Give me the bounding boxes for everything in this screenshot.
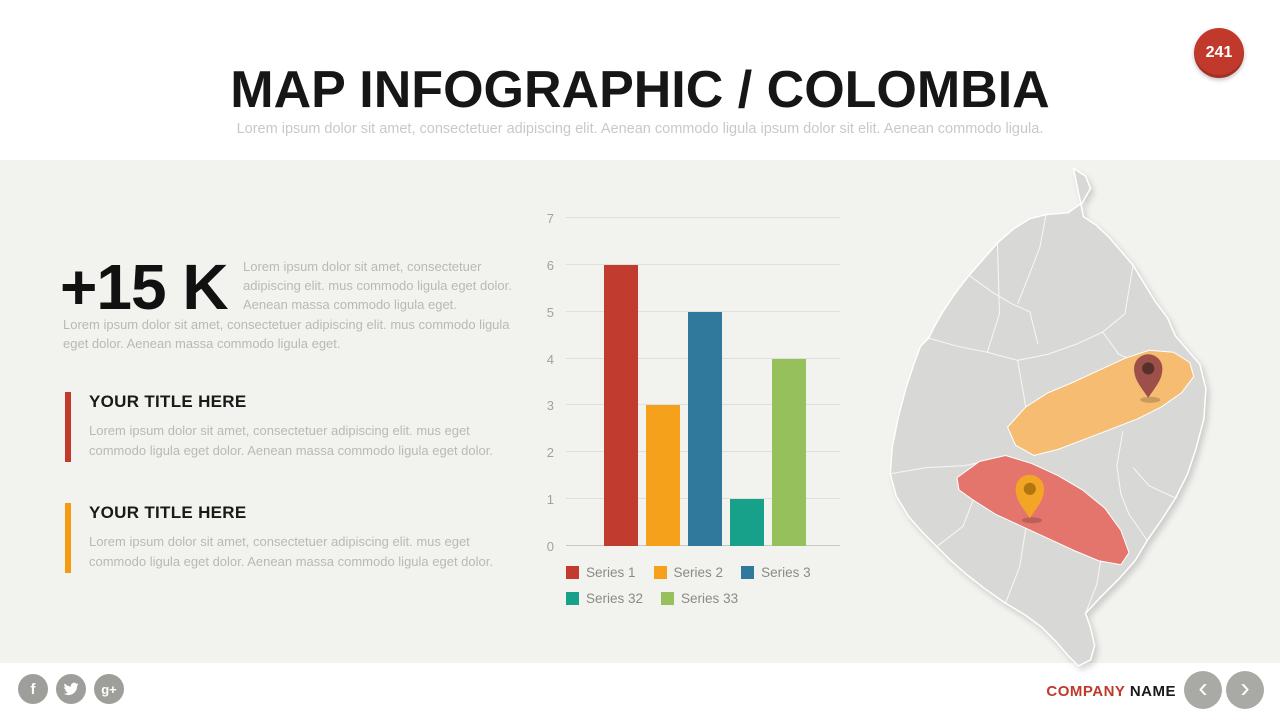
map-pin-south-body: [1015, 474, 1044, 519]
section-1-accent-bar: [65, 392, 71, 462]
y-tick-label: 3: [546, 398, 554, 414]
y-tick-label: 1: [546, 492, 554, 508]
social-links: f g+: [18, 674, 124, 704]
legend-swatch: [653, 566, 667, 579]
twitter-icon: [63, 682, 79, 696]
big-number-side-text: Lorem ipsum dolor sit amet, consectetuer…: [243, 259, 512, 312]
section-2-text: Lorem ipsum dolor sit amet, consectetuer…: [89, 534, 493, 569]
gridline: [566, 217, 840, 218]
big-number-below-text: Lorem ipsum dolor sit amet, consectetuer…: [63, 317, 510, 351]
legend-item: Series 1: [566, 565, 636, 580]
bar-series-1: [604, 264, 638, 546]
bar-series-33: [772, 358, 806, 546]
section-2: YOUR TITLE HERE Lorem ipsum dolor sit am…: [65, 503, 525, 573]
chart-plot: [566, 217, 840, 546]
page-number-badge: 241: [1194, 28, 1244, 78]
y-tick-label: 6: [546, 257, 554, 273]
y-tick-label: 2: [546, 445, 554, 461]
section-1: YOUR TITLE HERE Lorem ipsum dolor sit am…: [65, 392, 525, 462]
prev-slide-button[interactable]: ‹: [1184, 671, 1222, 709]
chart-bars: [604, 218, 806, 546]
gridline: [566, 310, 840, 312]
legend-label: Series 3: [761, 565, 811, 580]
map-pin-east[interactable]: [1134, 354, 1163, 403]
legend-label: Series 33: [681, 591, 739, 606]
section-1-title: YOUR TITLE HERE: [89, 392, 247, 411]
next-slide-button[interactable]: ›: [1226, 671, 1264, 709]
facebook-icon: f: [30, 680, 36, 698]
chevron-right-icon: ›: [1240, 672, 1250, 703]
google-plus-button[interactable]: g+: [94, 674, 124, 704]
map-pin-east-body: [1134, 354, 1163, 398]
chart-legend: Series 1 Series 2 Series 3 Series 32 Series …: [566, 565, 848, 606]
map-pin-south[interactable]: [1015, 474, 1044, 524]
legend-item: Series 32: [566, 591, 643, 606]
map-pin-east-hole: [1142, 362, 1155, 375]
facebook-button[interactable]: f: [18, 674, 48, 704]
gridline: [566, 263, 840, 265]
legend-label: Series 1: [586, 565, 636, 580]
legend-label: Series 32: [586, 591, 644, 606]
bar-series-3: [688, 311, 722, 546]
slide-subtitle: Lorem ipsum dolor sit amet, consectetuer…: [236, 121, 1044, 137]
chart-y-axis: 0 1 2 3 4 5 6 7: [526, 211, 554, 554]
company-name-rest: NAME: [1129, 683, 1176, 700]
slide-title: MAP INFOGRAPHIC / COLOMBIA: [230, 61, 1050, 119]
colombia-map: [889, 167, 1207, 667]
legend-swatch: [661, 592, 675, 605]
legend-swatch: [566, 592, 579, 605]
company-name: COMPANY NAME: [960, 683, 1176, 700]
google-plus-icon: g+: [101, 681, 117, 697]
legend-item: Series 33: [661, 591, 738, 606]
highlight-region-south: [956, 454, 1130, 566]
map-pin-south-hole: [1023, 482, 1036, 495]
section-2-title: YOUR TITLE HERE: [89, 503, 247, 522]
company-name-accent: COMPANY: [1046, 683, 1130, 700]
y-tick-label: 0: [546, 539, 554, 554]
twitter-button[interactable]: [56, 674, 86, 704]
y-tick-label: 7: [546, 211, 554, 226]
legend-item: Series 2: [653, 565, 724, 580]
y-tick-label: 5: [546, 304, 554, 320]
chevron-left-icon: ‹: [1198, 672, 1208, 703]
legend-swatch: [566, 566, 579, 579]
bar-series-32: [730, 499, 764, 546]
y-tick-label: 4: [546, 351, 554, 367]
bar-series-2: [646, 405, 680, 546]
section-1-text: Lorem ipsum dolor sit amet, consectetuer…: [89, 423, 493, 458]
section-2-accent-bar: [65, 503, 71, 573]
legend-swatch: [741, 566, 755, 579]
big-number: +15 K: [60, 251, 229, 323]
legend-item: Series 3: [741, 565, 811, 580]
department-borders-lines: [890, 214, 1176, 614]
legend-label: Series 2: [673, 565, 724, 580]
